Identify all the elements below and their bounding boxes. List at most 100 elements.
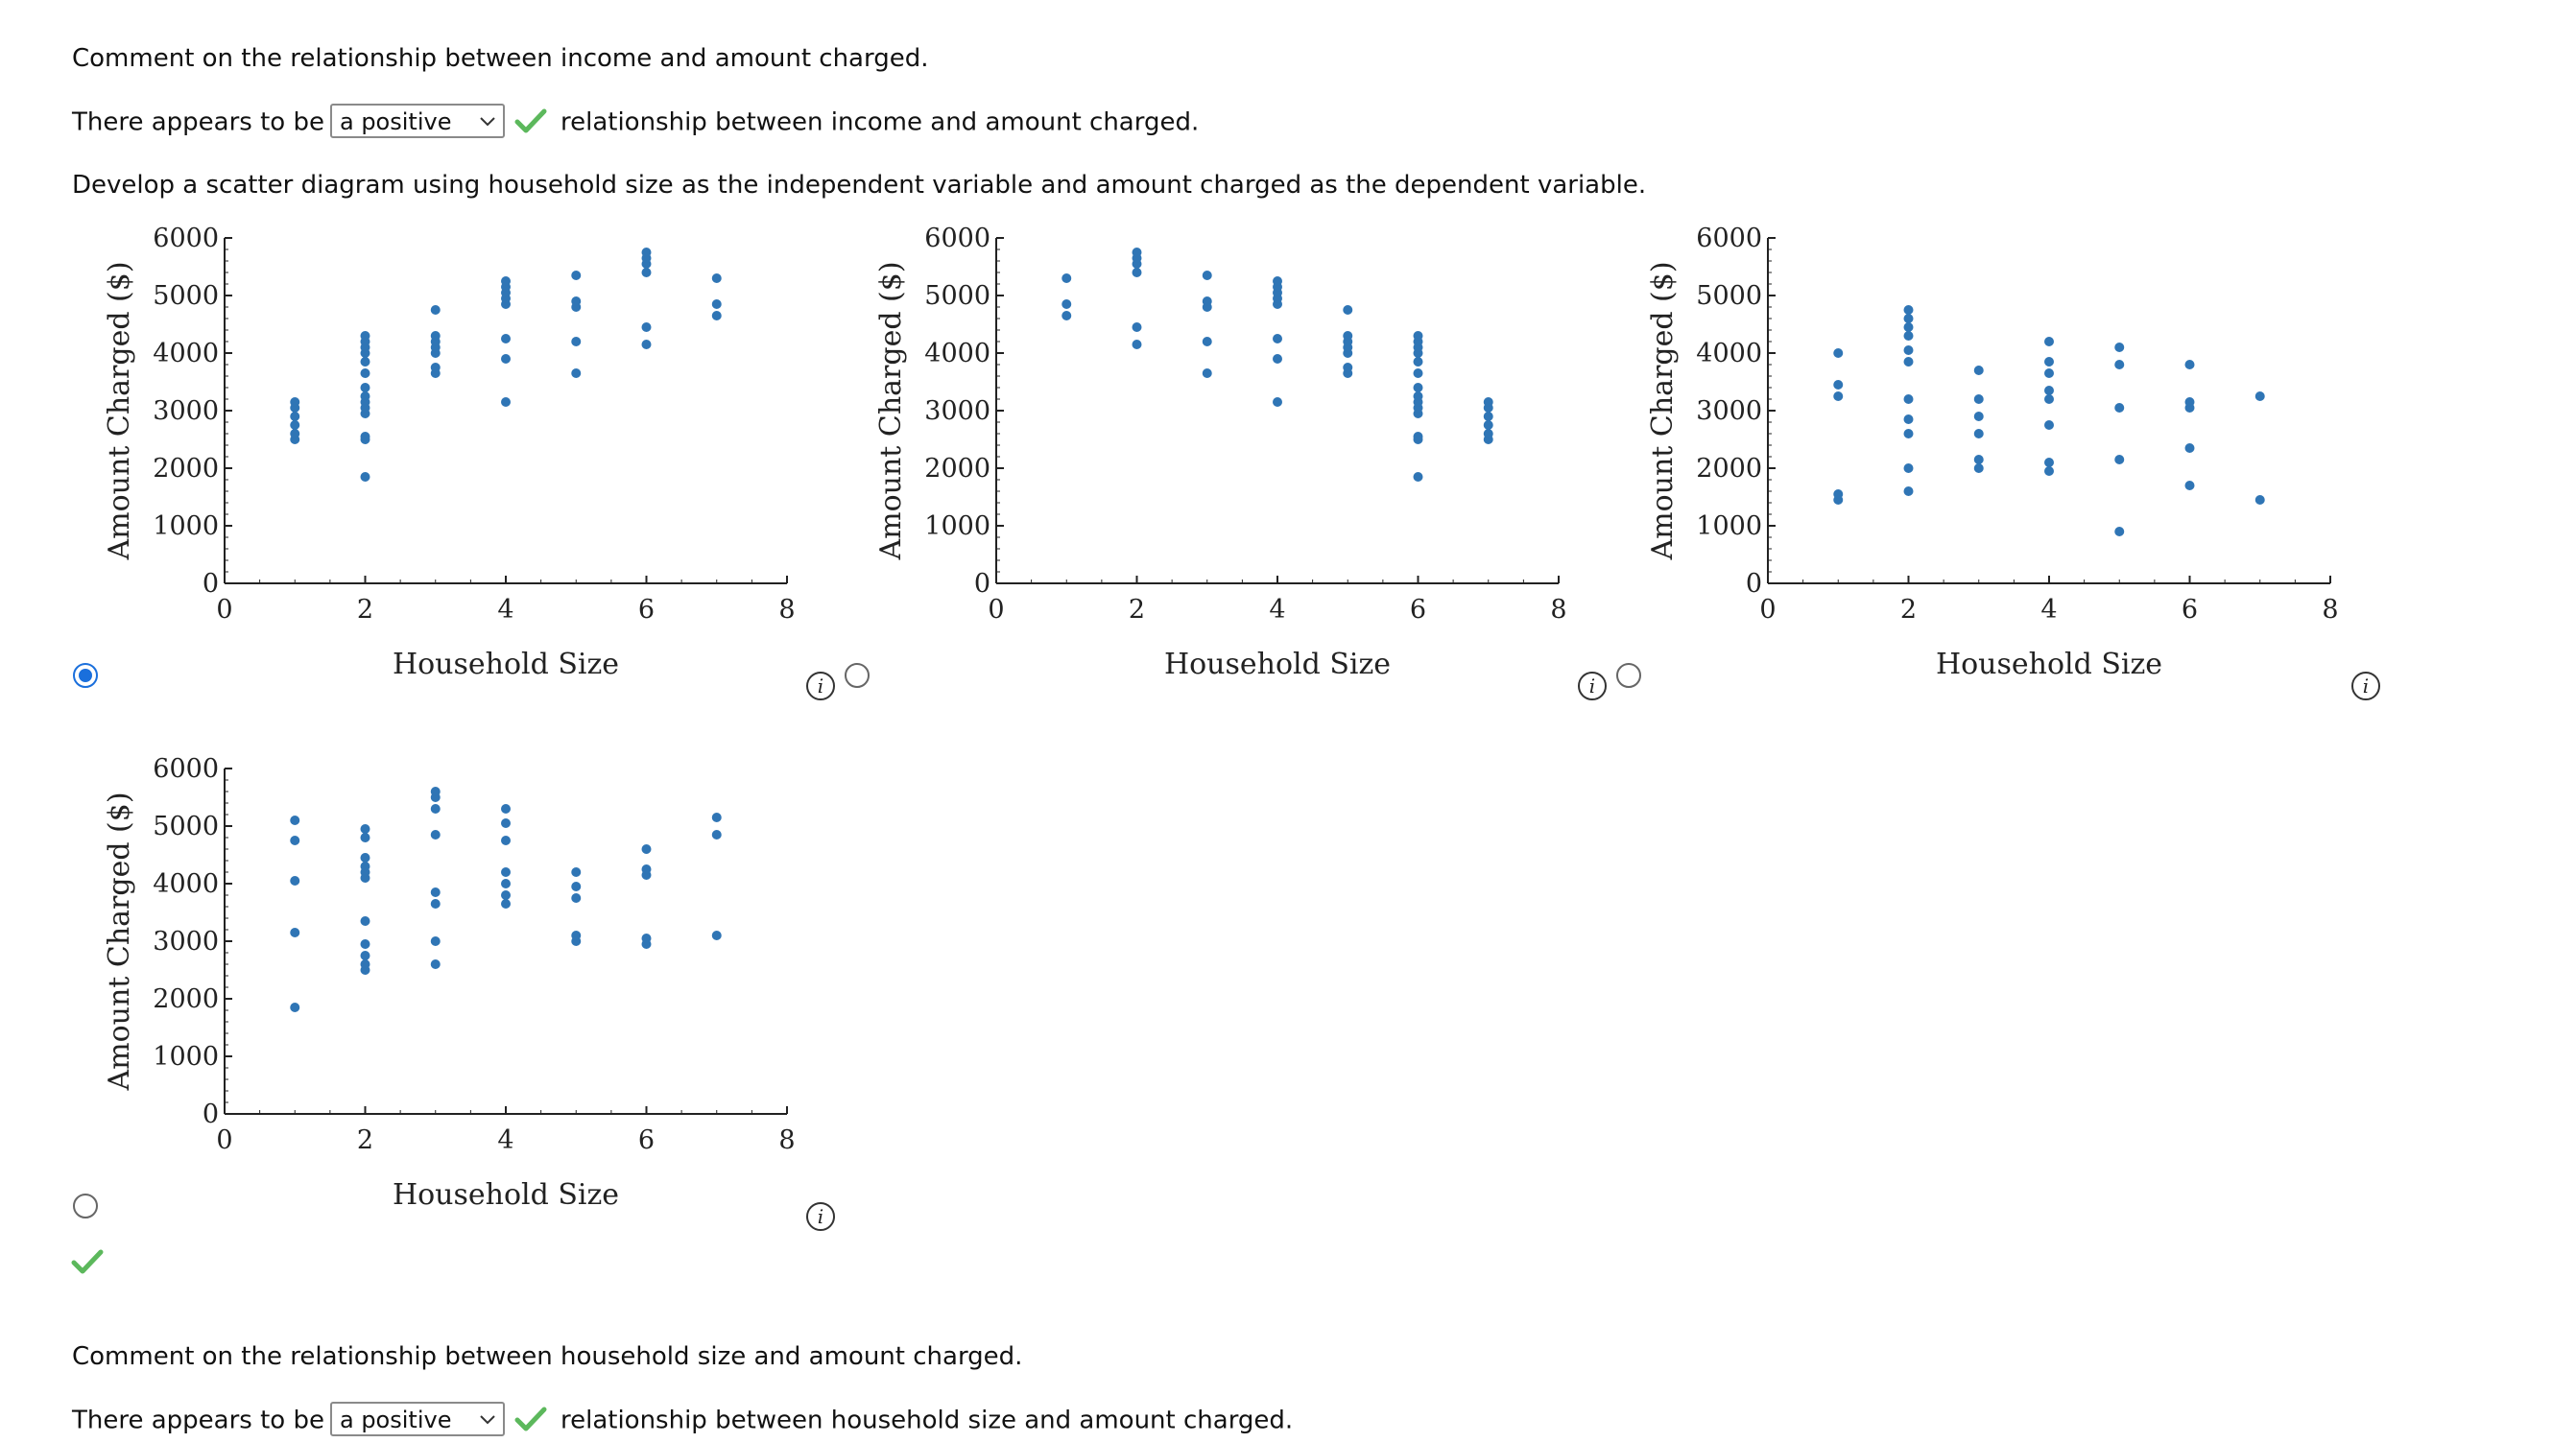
info-icon[interactable]: i [806,1202,835,1231]
data-point [430,787,441,796]
y-tick-label: 1000 [153,511,219,541]
x-axis-label: Household Size [393,648,619,681]
y-axis-label: Amount Charged ($) [103,792,136,1091]
data-point [571,882,582,891]
y-tick-label: 6000 [1696,224,1762,253]
option-2-radio[interactable] [845,663,870,688]
y-tick-label: 3000 [924,396,990,426]
y-tick-label: 1000 [1696,511,1762,541]
data-point [711,273,722,283]
x-axis-label: Household Size [393,1178,619,1212]
data-point [711,311,722,320]
y-tick-label: 0 [203,569,219,599]
y-tick-label: 6000 [153,224,219,253]
data-point [571,296,582,306]
data-point [641,934,652,943]
x-axis-label: Household Size [1936,648,2162,681]
data-point [1343,363,1353,372]
data-point [1273,334,1282,343]
data-point [360,432,370,441]
x-tick-label: 2 [1900,595,1917,625]
data-point [360,331,370,341]
chevron-down-icon [480,1415,495,1425]
data-point [2114,403,2125,413]
check-icon [514,1407,547,1431]
data-point [2184,397,2195,407]
data-point [290,397,300,407]
data-point [641,248,652,257]
data-point [1413,331,1423,341]
data-point [2254,495,2265,505]
data-point [430,331,441,341]
data-point [1903,345,1914,355]
y-axis-label: Amount Charged ($) [1646,261,1680,560]
data-point [290,412,300,421]
x-tick-label: 4 [2040,595,2057,625]
y-axis-label: Amount Charged ($) [874,261,908,560]
q2-prompt-text: Develop a scatter diagram using househol… [72,171,1647,200]
data-point [501,397,511,407]
info-icon[interactable]: i [806,672,835,700]
data-point [2114,343,2125,352]
info-icon[interactable]: i [2351,672,2380,700]
data-point [571,271,582,280]
data-point [360,833,370,842]
q1-prompt: Comment on the relationship between inco… [72,42,928,75]
check-icon [71,1249,104,1274]
x-tick-label: 6 [638,1125,655,1155]
q3-relationship-select[interactable]: a positive [329,1402,505,1436]
q3-suffix: relationship between household size and … [560,1406,1294,1435]
info-icon[interactable]: i [1578,672,1607,700]
x-tick-label: 2 [357,595,373,625]
y-tick-label: 5000 [924,281,990,311]
q1-relationship-select[interactable]: a positive [329,104,505,138]
y-tick-label: 1000 [924,511,990,541]
option-3-radio[interactable] [1616,663,1641,688]
y-tick-label: 4000 [153,339,219,368]
data-point [711,830,722,840]
data-point [571,893,582,903]
check-icon [514,108,547,133]
data-point [290,928,300,937]
option-1-radio[interactable] [73,663,98,688]
data-point [1903,305,1914,315]
data-point [290,1003,300,1012]
data-point [290,816,300,825]
data-point [641,864,652,874]
data-point [1903,414,1914,424]
data-point [430,305,441,315]
data-point [571,867,582,877]
data-point [430,899,441,909]
data-point [290,429,300,438]
data-point [430,363,441,372]
data-point [360,853,370,863]
data-point [1903,429,1914,438]
data-point [1973,412,1984,421]
y-tick-label: 0 [974,569,990,599]
scatter-chart-option-2: 0 1000 2000 3000 4000 5000 6000 0 2 4 6 8 Household … [874,224,1567,681]
data-point [290,836,300,845]
y-tick-label: 3000 [153,396,219,426]
data-point [1833,380,1844,390]
data-point [2114,527,2125,536]
data-point [711,299,722,309]
data-point [430,936,441,946]
data-point [1483,397,1493,407]
data-point [1903,486,1914,496]
data-point [571,368,582,378]
data-point [360,391,370,401]
data-point [1973,463,1984,473]
option-4-radio[interactable] [73,1194,98,1218]
chevron-down-icon [480,117,495,127]
data-point [1833,489,1844,499]
q1-prompt-text: Comment on the relationship between inco… [72,44,929,73]
data-point [1202,271,1212,280]
data-point [1833,391,1844,401]
q3-prompt-text: Comment on the relationship between hous… [72,1342,1023,1371]
y-tick-label: 2000 [153,984,219,1014]
data-point [360,959,370,969]
data-point [1483,412,1493,421]
x-tick-label: 0 [988,595,1004,625]
data-point [1973,455,1984,464]
data-point [1343,305,1353,315]
